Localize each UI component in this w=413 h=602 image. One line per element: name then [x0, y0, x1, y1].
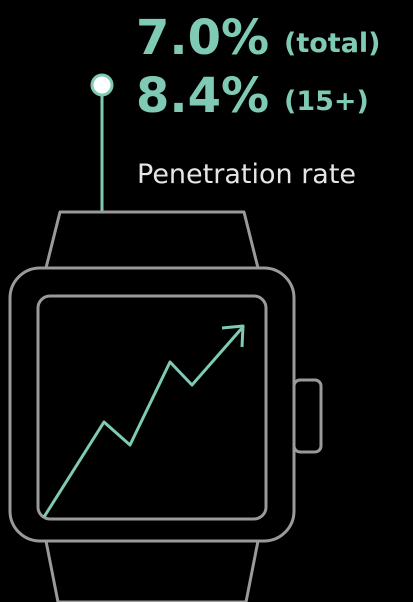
pointer-dot: [90, 73, 114, 97]
stat-label: (15+): [284, 86, 369, 117]
strap-bottom: [44, 539, 260, 602]
watch-screen: [36, 294, 268, 521]
stat-value: 7.0%: [136, 10, 269, 66]
trend-arrowhead: [221, 324, 245, 348]
trend-line: [42, 327, 244, 518]
stat-label: (total): [284, 28, 381, 59]
watch-crown: [292, 378, 323, 454]
caption: Penetration rate: [137, 159, 356, 190]
watch-icon: [8, 210, 323, 602]
stat-value: 8.4%: [136, 68, 269, 124]
